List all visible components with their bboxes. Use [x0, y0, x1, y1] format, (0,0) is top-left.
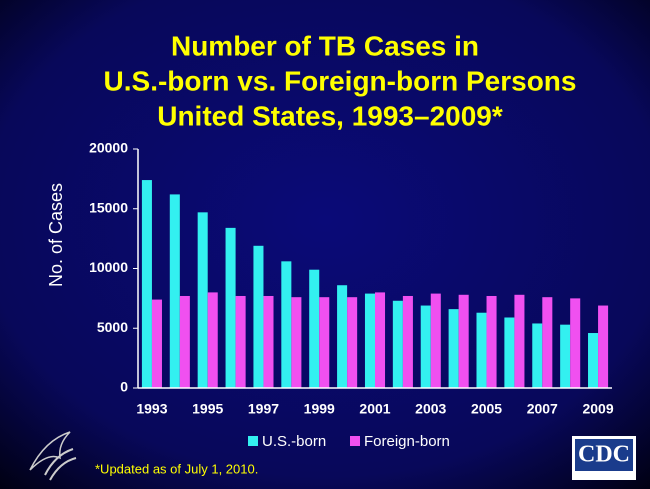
- x-tick-label: 1999: [304, 401, 335, 417]
- legend-swatch: [248, 436, 258, 446]
- y-tick-label: 0: [120, 379, 128, 395]
- bar: [141, 180, 152, 388]
- x-tick-label: 2009: [582, 401, 613, 417]
- x-tick-label: 1993: [136, 401, 167, 417]
- bar: [588, 333, 599, 388]
- bar: [364, 293, 375, 388]
- bar: [532, 323, 543, 388]
- logo-text: CDC: [578, 442, 630, 468]
- chart-title: U.S.-born vs. Foreign-born Persons: [104, 65, 577, 96]
- y-tick-label: 10000: [89, 259, 128, 275]
- legend-label: Foreign-born: [364, 433, 450, 450]
- bar: [207, 292, 218, 388]
- y-tick-label: 5000: [97, 319, 128, 335]
- x-tick-label: 1997: [248, 401, 279, 417]
- bar: [309, 269, 320, 388]
- bar: [514, 294, 525, 388]
- chart-title: Number of TB Cases in: [171, 30, 479, 61]
- x-tick-label: 2003: [415, 401, 446, 417]
- bar: [197, 212, 208, 388]
- bar: [319, 297, 330, 388]
- y-tick-label: 15000: [89, 199, 128, 215]
- x-tick-label: 1995: [192, 401, 223, 417]
- bar: [486, 295, 497, 388]
- bar: [225, 227, 236, 388]
- bar: [281, 261, 292, 388]
- bar: [430, 293, 441, 388]
- x-tick-label: 2005: [471, 401, 502, 417]
- hhs-logo: [29, 431, 77, 481]
- y-axis-label: No. of Cases: [46, 183, 66, 287]
- bar: [169, 194, 180, 388]
- bar: [448, 309, 459, 388]
- bar: [253, 245, 264, 388]
- bar: [570, 298, 581, 388]
- bar: [560, 324, 571, 388]
- bar: [375, 292, 386, 388]
- y-tick-label: 20000: [89, 140, 128, 156]
- bar: [458, 294, 469, 388]
- bar: [235, 295, 246, 388]
- bar: [291, 297, 302, 388]
- logo-inner: [575, 439, 633, 471]
- bar: [598, 305, 609, 388]
- footnote: *Updated as of July 1, 2010.: [95, 461, 258, 476]
- bar: [347, 297, 358, 388]
- bar: [420, 305, 431, 388]
- bar: [151, 299, 162, 388]
- bar: [392, 300, 403, 388]
- bar: [337, 285, 348, 388]
- chart-title: United States, 1993–2009*: [157, 100, 503, 131]
- bar: [402, 295, 413, 388]
- x-tick-label: 2007: [527, 401, 558, 417]
- bar: [179, 295, 190, 388]
- bar: [504, 317, 515, 388]
- legend-swatch: [350, 436, 360, 446]
- bar: [476, 312, 487, 388]
- bar: [263, 295, 274, 388]
- legend-label: U.S.-born: [262, 433, 326, 450]
- bar: [542, 297, 553, 388]
- x-tick-label: 2001: [359, 401, 390, 417]
